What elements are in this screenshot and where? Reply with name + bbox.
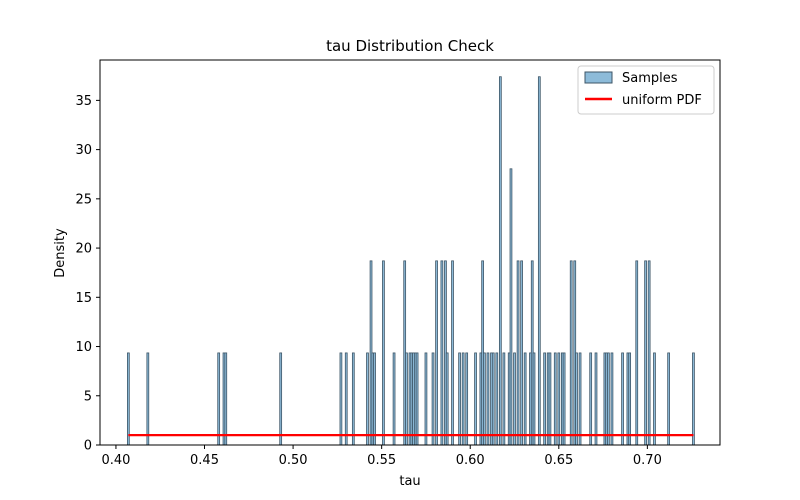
legend-samples-label: Samples (622, 71, 678, 86)
histogram-bar (502, 352, 506, 446)
y-tick-label: 35 (75, 94, 92, 109)
histogram-bar (594, 352, 598, 446)
x-tick-label: 0.45 (190, 453, 219, 468)
histogram-bar (465, 352, 469, 446)
y-axis-label: Density (53, 228, 68, 278)
histogram-bar (339, 352, 343, 446)
histogram-bar (440, 260, 444, 446)
histogram-bar (621, 352, 624, 446)
histogram-bar (445, 352, 449, 446)
histogram-bar (217, 352, 221, 446)
histogram-bar (644, 260, 647, 446)
histogram-bar (495, 352, 499, 446)
histogram-bar (553, 352, 557, 446)
histogram-bar (405, 352, 408, 446)
histogram-bar (451, 260, 454, 446)
y-tick-label: 20 (75, 242, 92, 257)
histogram-bar (523, 352, 527, 446)
legend-uniform-pdf-label: uniform PDF (622, 93, 702, 108)
histogram-bar (513, 352, 516, 446)
histogram-bar (491, 352, 495, 446)
histogram-bar (366, 352, 369, 446)
histogram-bar (610, 352, 614, 446)
histogram-bar (569, 260, 573, 446)
histogram-bar (543, 352, 546, 446)
histogram-bar (431, 352, 435, 446)
legend-samples-swatch (584, 71, 613, 84)
histogram-bar (509, 168, 513, 446)
histogram-bar (548, 352, 552, 446)
histogram-bar (498, 76, 502, 446)
histogram-bar (653, 352, 656, 446)
histogram-bar (516, 260, 520, 446)
histogram-bar (146, 352, 150, 446)
x-axis-label: tau (399, 474, 420, 489)
histogram-bar (424, 352, 428, 446)
histogram-bar (344, 352, 348, 446)
y-tick-label: 0 (84, 439, 92, 454)
histogram-bar (279, 352, 283, 446)
histogram-bar (474, 352, 477, 446)
histogram-bar (628, 352, 632, 446)
histogram-bar (127, 352, 130, 446)
histogram-bar (392, 352, 396, 446)
x-tick-label: 0.50 (279, 453, 308, 468)
histogram-bar (575, 352, 578, 446)
y-tick-label: 25 (75, 192, 92, 207)
histogram-bar (458, 352, 461, 446)
y-tick-label: 5 (84, 389, 92, 404)
x-tick-label: 0.65 (544, 453, 573, 468)
x-tick-label: 0.40 (101, 453, 130, 468)
histogram-bar (351, 352, 355, 446)
y-tick-label: 15 (75, 291, 92, 306)
histogram-bar (647, 260, 651, 446)
histogram-bar (382, 260, 385, 446)
x-tick-label: 0.60 (456, 453, 485, 468)
y-axis-ticks: 0 5 10 15 20 25 30 35 (75, 94, 100, 454)
y-tick-label: 10 (75, 340, 92, 355)
y-tick-label: 30 (75, 143, 92, 158)
x-tick-label: 0.70 (633, 453, 662, 468)
histogram-bar (562, 352, 566, 446)
histogram-bar (589, 352, 593, 446)
histogram-bar (532, 352, 536, 446)
histogram-bar (224, 352, 228, 446)
histogram-bar (486, 352, 490, 446)
sample-bars (127, 76, 695, 446)
histogram-bar (483, 352, 486, 446)
histogram-bar (373, 352, 376, 446)
histogram-bar (578, 352, 582, 446)
histogram-bar (415, 352, 419, 446)
histogram-bar (557, 352, 561, 446)
plot-area-frame (99, 59, 721, 446)
chart-title: tau Distribution Check (326, 37, 494, 55)
histogram-bar (692, 352, 695, 446)
histogram-bar (435, 260, 438, 446)
x-tick-label: 0.55 (367, 453, 396, 468)
histogram-bar (537, 76, 541, 446)
x-axis-ticks: 0.40 0.45 0.50 0.55 0.60 0.65 0.70 (101, 445, 662, 468)
histogram-bar (667, 352, 670, 446)
histogram-bar (635, 260, 639, 446)
histogram-bar (461, 352, 465, 446)
histogram-bar (520, 260, 523, 446)
legend: Samples uniform PDF (577, 65, 715, 115)
histogram-bar (607, 352, 610, 446)
